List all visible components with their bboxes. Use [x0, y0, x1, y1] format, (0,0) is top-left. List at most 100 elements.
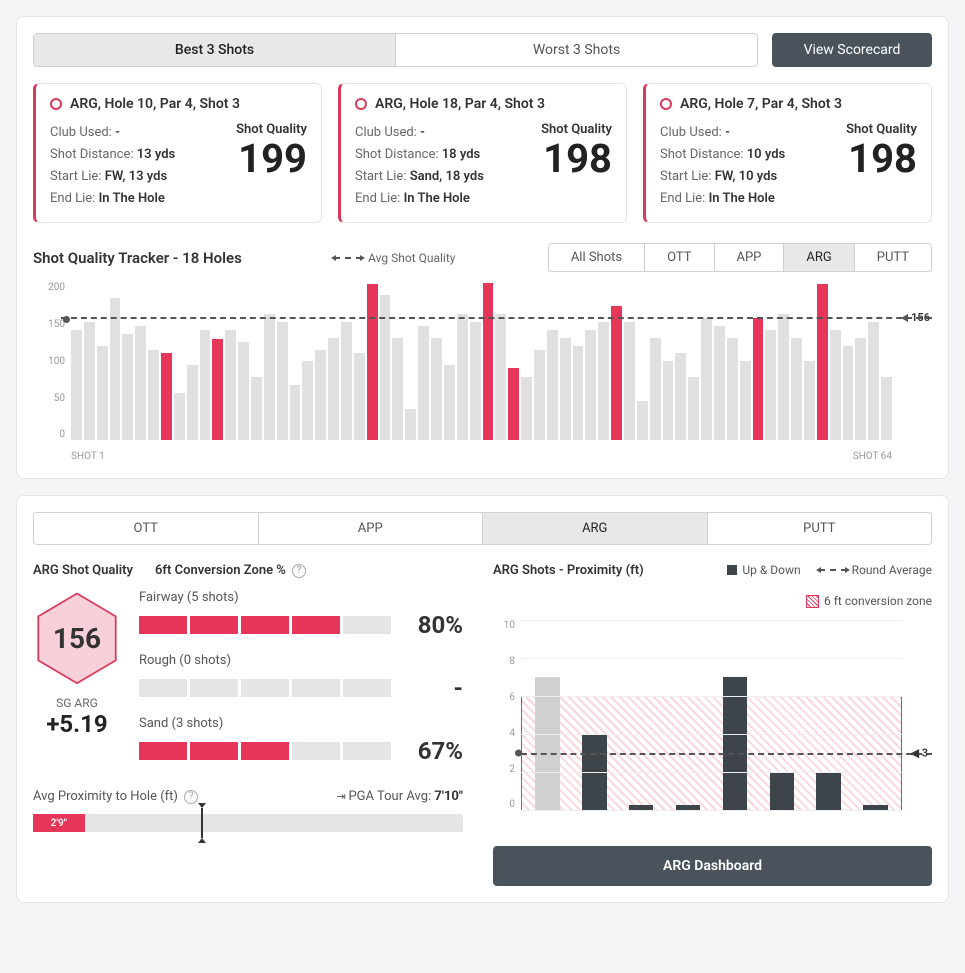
shot-card[interactable]: ARG, Hole 7, Par 4, Shot 3 Club Used: - … [643, 83, 932, 223]
tracker-bar[interactable] [135, 326, 146, 441]
category-tab-app[interactable]: APP [258, 513, 483, 544]
prox-y-axis: 1086420 [493, 620, 515, 810]
tracker-bar[interactable] [843, 346, 854, 441]
tracker-bar[interactable] [341, 322, 352, 441]
tracker-bar[interactable] [328, 338, 339, 441]
tracker-bar[interactable] [804, 361, 815, 440]
tracker-bar[interactable] [740, 361, 751, 440]
help-icon[interactable]: ? [292, 564, 306, 578]
tracker-bar[interactable] [71, 330, 82, 441]
tracker-bar[interactable] [187, 365, 198, 440]
filter-tab-ott[interactable]: OTT [644, 244, 713, 271]
tracker-bar[interactable] [418, 326, 429, 441]
tracker-bar[interactable] [753, 318, 764, 440]
tracker-bar[interactable] [868, 322, 879, 441]
shot-card[interactable]: ARG, Hole 18, Par 4, Shot 3 Club Used: -… [338, 83, 627, 223]
proximity-bar[interactable] [816, 772, 841, 810]
tracker-bar[interactable] [791, 338, 802, 441]
tracker-bar[interactable] [560, 338, 571, 441]
tracker-bar[interactable] [354, 353, 365, 440]
tracker-bar[interactable] [315, 350, 326, 441]
tracker-bar[interactable] [585, 330, 596, 441]
tracker-bar[interactable] [392, 338, 403, 441]
avg-shot-quality-legend: Avg Shot Quality [334, 251, 455, 265]
shot-cards: ARG, Hole 10, Par 4, Shot 3 Club Used: -… [33, 83, 932, 223]
filter-tab-arg[interactable]: ARG [783, 244, 853, 271]
tracker-bar[interactable] [688, 377, 699, 440]
filter-tab-putt[interactable]: PUTT [854, 244, 931, 271]
tracker-bar[interactable] [714, 326, 725, 441]
filter-tab-all-shots[interactable]: All Shots [549, 244, 644, 271]
category-tab-arg[interactable]: ARG [482, 513, 707, 544]
tracker-bar[interactable] [225, 330, 236, 441]
dash-line-icon [334, 257, 362, 259]
tracker-bar[interactable] [765, 330, 776, 441]
prox-avg-dot [515, 750, 522, 757]
shot-title: ARG, Hole 7, Par 4, Shot 3 [680, 96, 842, 112]
tracker-bar[interactable] [817, 284, 828, 440]
tracker-bar[interactable] [521, 377, 532, 440]
tracker-bar[interactable] [97, 346, 108, 441]
ring-icon [50, 98, 62, 110]
tracker-bar[interactable] [483, 283, 494, 440]
tracker-filter-tabs: All ShotsOTTAPPARGPUTT [548, 243, 932, 272]
tracker-bar[interactable] [598, 322, 609, 441]
tracker-bar[interactable] [238, 342, 249, 441]
tracker-bar[interactable] [367, 284, 378, 440]
bottom-panel: OTTAPPARGPUTT ARG Shot Quality 6ft Conve… [16, 495, 949, 903]
tracker-bar[interactable] [534, 350, 545, 441]
tracker-bar[interactable] [431, 338, 442, 441]
tracker-bar[interactable] [110, 298, 121, 440]
category-tab-ott[interactable]: OTT [34, 513, 258, 544]
arg-dashboard-button[interactable]: ARG Dashboard [493, 846, 932, 886]
view-scorecard-button[interactable]: View Scorecard [772, 33, 932, 67]
square-icon [727, 565, 737, 575]
tracker-bar[interactable] [624, 322, 635, 441]
tracker-bar[interactable] [277, 322, 288, 441]
tracker-bar[interactable] [161, 353, 172, 440]
tracker-bar[interactable] [302, 361, 313, 440]
category-tab-putt[interactable]: PUTT [707, 513, 932, 544]
shot-title: ARG, Hole 10, Par 4, Shot 3 [70, 96, 240, 112]
tracker-bar[interactable] [290, 385, 301, 440]
prox-chart-title: ARG Shots - Proximity (ft) [493, 563, 644, 578]
tracker-bar[interactable] [855, 338, 866, 441]
help-icon[interactable]: ? [184, 790, 198, 804]
sg-label: SG ARG [33, 696, 121, 710]
tracker-bar[interactable] [547, 330, 558, 441]
tracker-bar[interactable] [830, 330, 841, 441]
top-controls: Best 3 Shots Worst 3 Shots View Scorecar… [33, 33, 932, 67]
tracker-bar[interactable] [650, 338, 661, 441]
worst-shots-tab[interactable]: Worst 3 Shots [395, 34, 757, 66]
tracker-bar[interactable] [212, 339, 223, 440]
conversion-row: Rough (0 shots) - [139, 653, 463, 702]
tracker-bar[interactable] [701, 318, 712, 440]
tracker-bar[interactable] [457, 314, 468, 440]
tracker-bar[interactable] [508, 368, 519, 441]
tracker-bar[interactable] [122, 334, 133, 441]
tracker-bar[interactable] [405, 409, 416, 441]
proximity-bar[interactable] [770, 772, 795, 810]
tracker-bar[interactable] [264, 314, 275, 440]
tracker-bar[interactable] [881, 377, 892, 440]
tracker-bar[interactable] [495, 314, 506, 440]
tracker-bar[interactable] [611, 306, 622, 440]
conv-zone-label: 6ft Conversion Zone % ? [155, 563, 463, 578]
tracker-bar[interactable] [663, 361, 674, 440]
tracker-bar[interactable] [727, 338, 738, 441]
tracker-bar[interactable] [200, 330, 211, 441]
tracker-bar[interactable] [84, 322, 95, 441]
best-shots-tab[interactable]: Best 3 Shots [34, 34, 395, 66]
tracker-bar[interactable] [444, 365, 455, 440]
filter-tab-app[interactable]: APP [714, 244, 784, 271]
tracker-bar[interactable] [470, 322, 481, 441]
tracker-bar[interactable] [174, 393, 185, 440]
shot-card[interactable]: ARG, Hole 10, Par 4, Shot 3 Club Used: -… [33, 83, 322, 223]
tracker-bar[interactable] [778, 314, 789, 440]
tracker-bar[interactable] [251, 377, 262, 440]
tracker-bar[interactable] [675, 353, 686, 440]
top-panel: Best 3 Shots Worst 3 Shots View Scorecar… [16, 16, 949, 479]
tracker-bar[interactable] [573, 346, 584, 441]
tracker-bar[interactable] [148, 350, 159, 441]
tracker-bar[interactable] [637, 401, 648, 441]
